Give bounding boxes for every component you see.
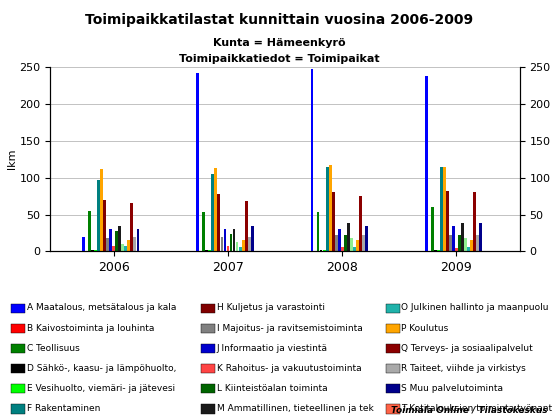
Bar bbox=[338, 229, 340, 251]
Bar bbox=[347, 223, 350, 251]
Bar bbox=[211, 174, 214, 251]
Bar bbox=[353, 247, 356, 251]
Bar bbox=[94, 250, 97, 251]
Bar bbox=[226, 246, 229, 251]
Bar bbox=[470, 241, 473, 251]
Text: J Informaatio ja viestintä: J Informaatio ja viestintä bbox=[217, 344, 328, 353]
Bar bbox=[467, 247, 470, 251]
Bar bbox=[473, 192, 476, 251]
Text: E Vesihuolto, viemäri- ja jätevesi: E Vesihuolto, viemäri- ja jätevesi bbox=[27, 384, 175, 393]
Bar bbox=[248, 237, 250, 251]
Bar bbox=[479, 223, 482, 251]
Text: P Koulutus: P Koulutus bbox=[401, 323, 449, 333]
Text: F Rakentaminen: F Rakentaminen bbox=[27, 404, 100, 413]
Bar bbox=[100, 169, 103, 251]
Bar bbox=[443, 167, 446, 251]
Bar bbox=[134, 237, 136, 251]
Bar bbox=[350, 238, 353, 251]
Bar bbox=[115, 231, 118, 251]
Text: Toimiala Online / Tilastokeskus: Toimiala Online / Tilastokeskus bbox=[391, 406, 548, 415]
Bar bbox=[112, 246, 115, 251]
Bar bbox=[365, 225, 368, 251]
Text: M Ammatillinen, tieteellinen ja tek: M Ammatillinen, tieteellinen ja tek bbox=[217, 404, 373, 413]
Bar bbox=[209, 250, 211, 251]
Bar bbox=[233, 229, 235, 251]
Bar bbox=[434, 250, 437, 251]
Bar bbox=[458, 235, 461, 251]
Bar bbox=[446, 191, 449, 251]
Bar bbox=[215, 168, 217, 251]
Text: A Maatalous, metsätalous ja kala: A Maatalous, metsätalous ja kala bbox=[27, 303, 176, 313]
Bar bbox=[127, 241, 130, 251]
Bar bbox=[106, 238, 109, 251]
Bar bbox=[316, 212, 319, 251]
Text: H Kuljetus ja varastointi: H Kuljetus ja varastointi bbox=[217, 303, 325, 313]
Text: Toimipaikkatilastat kunnittain vuosina 2006-2009: Toimipaikkatilastat kunnittain vuosina 2… bbox=[86, 13, 473, 26]
Text: K Rahoitus- ja vakuutustoiminta: K Rahoitus- ja vakuutustoiminta bbox=[217, 364, 362, 373]
Bar bbox=[88, 211, 91, 251]
Text: R Taiteet, viihde ja virkistys: R Taiteet, viihde ja virkistys bbox=[401, 364, 526, 373]
Bar bbox=[331, 192, 335, 251]
Text: Q Terveys- ja sosiaalipalvelut: Q Terveys- ja sosiaalipalvelut bbox=[401, 344, 533, 353]
Bar bbox=[329, 165, 331, 251]
Text: C Teollisuus: C Teollisuus bbox=[27, 344, 79, 353]
Bar bbox=[425, 76, 428, 251]
Text: L Kiinteistöalan toiminta: L Kiinteistöalan toiminta bbox=[217, 384, 328, 393]
Bar bbox=[130, 204, 134, 251]
Bar bbox=[91, 250, 94, 251]
Bar bbox=[224, 229, 226, 251]
Text: I Majoitus- ja ravitsemistoiminta: I Majoitus- ja ravitsemistoiminta bbox=[217, 323, 363, 333]
Bar bbox=[431, 207, 434, 251]
Bar bbox=[110, 229, 112, 251]
Y-axis label: lkm: lkm bbox=[7, 149, 17, 169]
Bar bbox=[82, 237, 85, 251]
Text: T Kotitalouksien toiminta työnant: T Kotitalouksien toiminta työnant bbox=[401, 404, 552, 413]
Bar bbox=[311, 69, 314, 251]
Bar bbox=[326, 167, 329, 251]
Text: D Sähkö-, kaasu- ja lämpöhuolto,: D Sähkö-, kaasu- ja lämpöhuolto, bbox=[27, 364, 176, 373]
Bar bbox=[119, 225, 121, 251]
Bar bbox=[356, 241, 359, 251]
Bar bbox=[452, 225, 455, 251]
Text: O Julkinen hallinto ja maanpuolu: O Julkinen hallinto ja maanpuolu bbox=[401, 303, 549, 313]
Bar bbox=[205, 250, 209, 251]
Bar bbox=[341, 247, 344, 251]
Bar bbox=[476, 235, 479, 251]
Bar bbox=[440, 167, 443, 251]
Text: S Muu palvelutoiminta: S Muu palvelutoiminta bbox=[401, 384, 503, 393]
Bar bbox=[235, 242, 239, 251]
Bar bbox=[125, 246, 127, 251]
Bar bbox=[121, 244, 124, 251]
Bar bbox=[241, 241, 244, 251]
Bar bbox=[320, 250, 323, 251]
Bar bbox=[437, 250, 440, 251]
Bar bbox=[359, 196, 362, 251]
Bar bbox=[251, 225, 254, 251]
Bar bbox=[344, 235, 347, 251]
Bar bbox=[217, 194, 220, 251]
Bar bbox=[323, 250, 325, 251]
Bar bbox=[461, 223, 464, 251]
Bar bbox=[103, 200, 106, 251]
Bar bbox=[230, 235, 233, 251]
Bar bbox=[449, 235, 452, 251]
Text: Kunta = Hämeenkyrö: Kunta = Hämeenkyrö bbox=[213, 38, 346, 48]
Bar bbox=[220, 237, 224, 251]
Bar bbox=[335, 235, 338, 251]
Bar bbox=[239, 247, 241, 251]
Bar bbox=[136, 229, 139, 251]
Text: B Kaivostoiminta ja louhinta: B Kaivostoiminta ja louhinta bbox=[27, 323, 154, 333]
Bar bbox=[245, 201, 248, 251]
Bar bbox=[464, 238, 467, 251]
Text: Toimipaikkatiedot = Toimipaikat: Toimipaikkatiedot = Toimipaikat bbox=[179, 54, 380, 65]
Bar bbox=[455, 248, 458, 251]
Bar bbox=[362, 235, 365, 251]
Bar bbox=[202, 212, 205, 251]
Bar bbox=[97, 180, 100, 251]
Bar bbox=[196, 73, 199, 251]
